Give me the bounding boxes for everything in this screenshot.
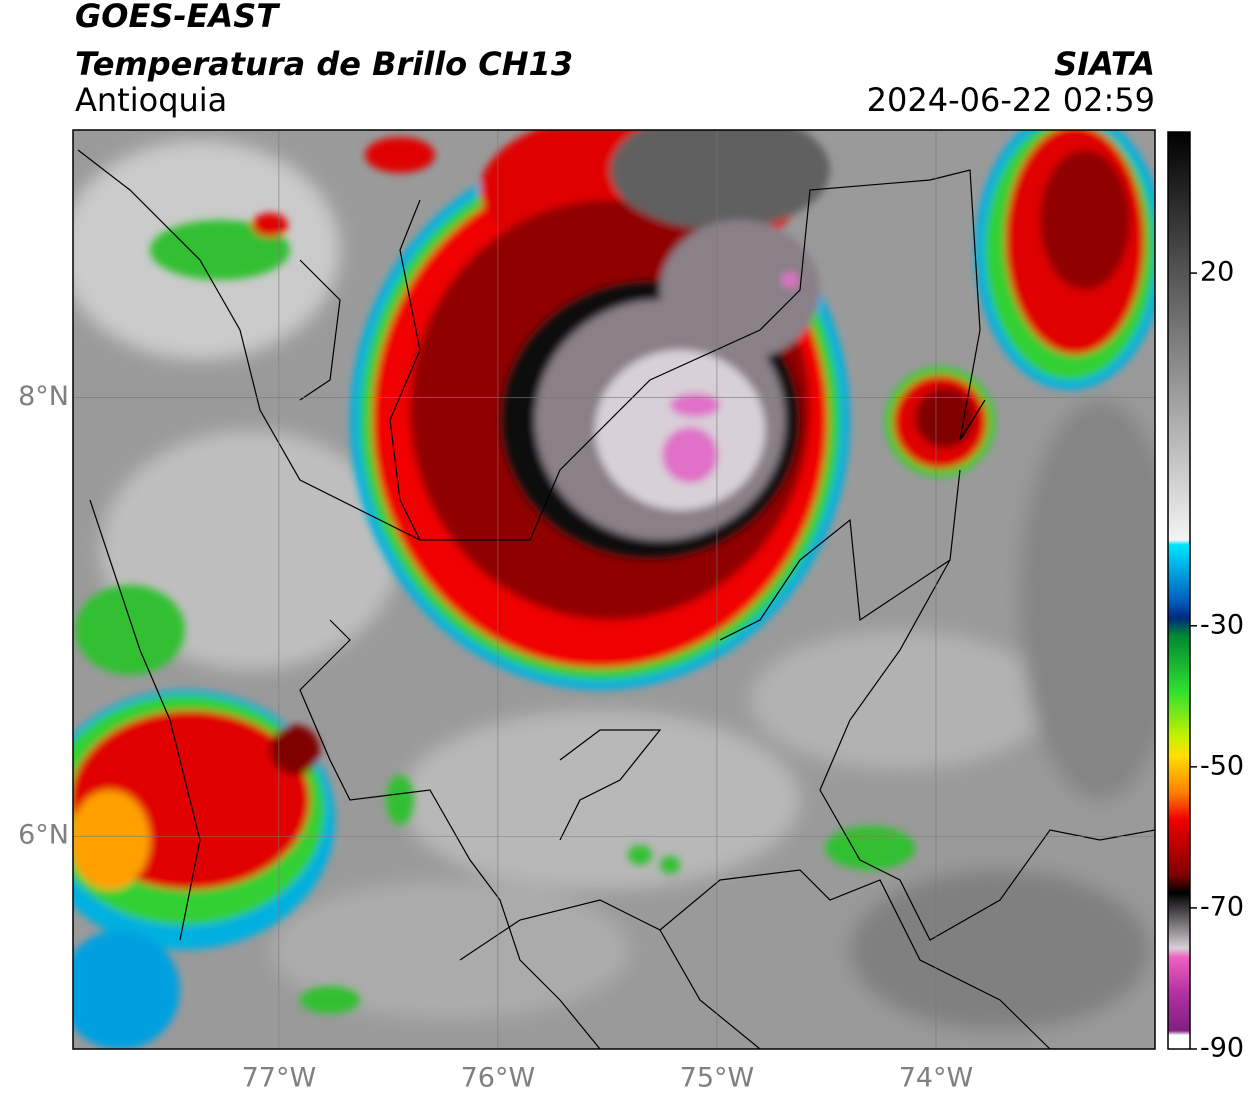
region-title: Antioquia [75,81,227,119]
colorbar [1167,131,1191,1050]
colorbar-tick-label: -30 [1200,609,1244,640]
colorbar-tick-label: -70 [1200,891,1244,922]
colorbar-tick-label: -50 [1200,750,1244,781]
lon-tick-label: 77°W [242,1063,317,1094]
colorbar-tick-label: -90 [1200,1033,1244,1064]
product-title: Temperatura de Brillo CH13 [75,45,573,83]
lon-tick-label: 74°W [899,1063,974,1094]
agency-title: SIATA [1054,45,1155,83]
datetime-title: 2024-06-22 02:59 [867,81,1155,119]
satellite-image [73,130,1155,1049]
lon-tick-label: 76°W [461,1063,536,1094]
map-frame [72,129,1156,1050]
lat-tick-label: 8°N [18,381,69,412]
lat-tick-label: 6°N [18,820,69,851]
source-title: GOES-EAST [75,0,280,35]
lon-tick-label: 75°W [680,1063,755,1094]
boundaries [77,149,1155,1049]
colorbar-tick-label: 20 [1200,257,1234,288]
